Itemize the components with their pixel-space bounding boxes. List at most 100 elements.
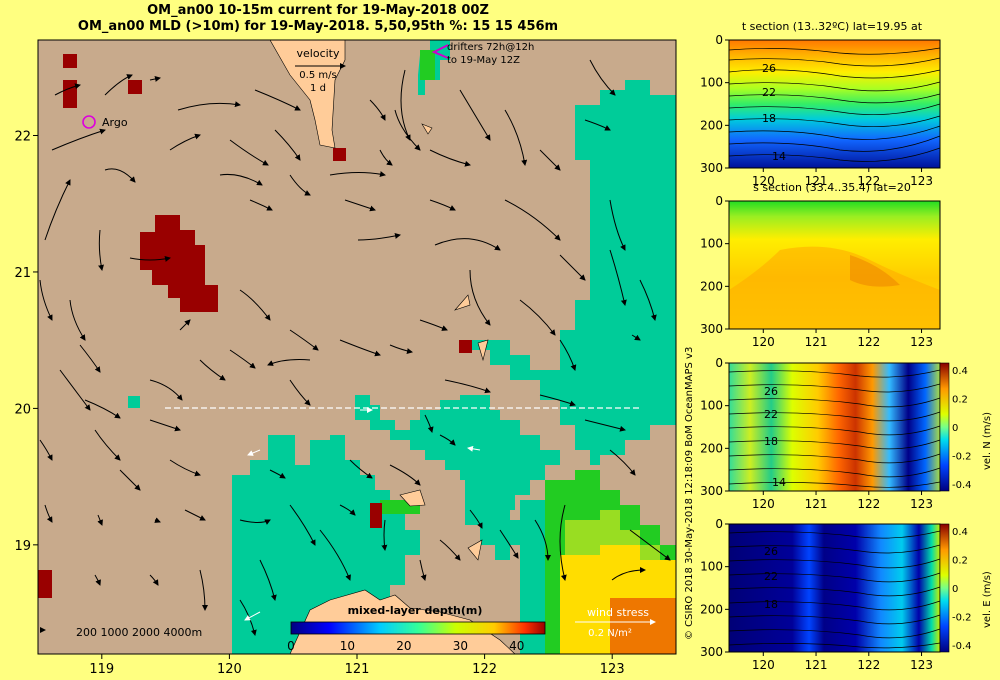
- panel-ytick-label: 0: [715, 33, 723, 47]
- depth-legend: 200 1000 2000 4000m: [76, 626, 202, 639]
- mld-deep-blobs: [38, 54, 472, 598]
- current-vectors: [39, 59, 671, 636]
- main-xtick-label: 123: [600, 662, 625, 677]
- mld-colorbar-tick: 20: [396, 639, 411, 653]
- vel-e-colorbar-label: vel. E (m/s): [982, 571, 993, 628]
- panel-ytick-label: 200: [700, 279, 723, 293]
- panel-ytick-label: 300: [700, 322, 723, 336]
- velocity-colorbar-tick: -0.2: [952, 612, 972, 623]
- panel-xtick-label: 122: [857, 658, 880, 672]
- mld-warm-regions: [380, 50, 676, 654]
- e-contour-26: 26: [764, 545, 778, 558]
- wind-stress-scale: 0.2 N/m²: [588, 628, 632, 639]
- panel-xtick-label: 121: [805, 658, 828, 672]
- main-map-axes: 119 120 121 122 123 19 20 21 22: [14, 130, 624, 677]
- main-ytick-label: 21: [14, 266, 31, 281]
- panel-ytick-label: 200: [700, 118, 723, 132]
- s-section-title: s section (33.4..35.4) lat=20: [753, 181, 911, 194]
- main-xtick-label: 120: [217, 662, 242, 677]
- t-contours: [728, 47, 941, 162]
- panel-xtick-label: 123: [910, 658, 933, 672]
- main-xtick-label: 121: [345, 662, 370, 677]
- mld-colorbar-tick: 10: [340, 639, 355, 653]
- wind-stress-title: wind stress: [587, 606, 649, 619]
- header-line1: OM_an00 10-15m current for 19-May-2018 0…: [147, 3, 489, 18]
- drifters-label-1: drifters 72h@12h: [447, 42, 534, 53]
- n-contour-18: 18: [764, 435, 778, 448]
- velocity-colorbar-tick: 0.2: [952, 395, 968, 406]
- t-contour-26: 26: [762, 62, 776, 75]
- velocity-colorbar-tick: 0: [952, 584, 958, 595]
- header-line2: OM_an00 MLD (>10m) for 19-May-2018. 5,50…: [78, 19, 558, 34]
- velocity-time-label: 1 d: [310, 83, 326, 94]
- vel-e-colorbar: [939, 523, 950, 653]
- n-contour-22: 22: [764, 408, 778, 421]
- velocity-colorbar-tick: -0.4: [952, 641, 972, 652]
- panel-ytick-label: 100: [700, 399, 723, 413]
- panel-ytick-label: 100: [700, 560, 723, 574]
- white-vectors: [244, 407, 481, 621]
- panel-xtick-label: 120: [752, 658, 775, 672]
- panel-xtick-label: 120: [752, 497, 775, 511]
- t-contour-22: 22: [762, 86, 776, 99]
- n-contour-26: 26: [764, 385, 778, 398]
- panel-ytick-label: 0: [715, 194, 723, 208]
- e-contour-22: 22: [764, 570, 778, 583]
- panel-xtick-label: 123: [910, 174, 933, 188]
- panel-ytick-label: 100: [700, 76, 723, 90]
- t-section-panel: t section (13..32ºC) lat=19.95 at 26 22 …: [700, 20, 941, 188]
- t-contour-18: 18: [762, 112, 776, 125]
- velocity-colorbar-tick: 0.4: [952, 527, 968, 538]
- drifter-marker: [431, 44, 449, 59]
- main-ytick-label: 19: [14, 539, 31, 554]
- panel-xtick-label: 122: [857, 174, 880, 188]
- panel-ytick-label: 0: [715, 517, 723, 531]
- panel-xtick-label: 120: [752, 335, 775, 349]
- panel-xtick-label: 123: [910, 335, 933, 349]
- panel-ytick-label: 200: [700, 441, 723, 455]
- panel-xtick-label: 120: [752, 174, 775, 188]
- n-contour-14: 14: [772, 476, 786, 489]
- mld-colorbar: [290, 621, 546, 635]
- vel-n-colorbar-label: vel. N (m/s): [982, 412, 993, 470]
- mld-colorbar-label: mixed-layer depth(m): [348, 604, 483, 617]
- credit-text: © CSIRO 2018 30-May-2018 12:18:09 BoM Oc…: [684, 347, 695, 640]
- argo-label: Argo: [102, 116, 128, 129]
- vel-n-colorbar: [939, 362, 950, 492]
- velocity-colorbar-tick: -0.2: [952, 451, 972, 462]
- panel-xtick-label: 122: [857, 335, 880, 349]
- velocity-colorbar-tick: 0.2: [952, 556, 968, 567]
- panel-ytick-label: 300: [700, 484, 723, 498]
- mld-colorbar-tick: 30: [453, 639, 468, 653]
- panel-ytick-label: 300: [700, 161, 723, 175]
- panel-xtick-label: 121: [805, 174, 828, 188]
- vel-e-panel: 26 22 18 120 121 122 123 0 100 200 300 0.4 0.2 0 -…: [700, 517, 993, 672]
- velocity-scale-label: 0.5 m/s: [299, 70, 336, 81]
- mld-colorbar-tick: 40: [509, 639, 524, 653]
- s-section-panel: s section (33.4..35.4) lat=20 120 121 122 1…: [700, 181, 941, 349]
- panel-ytick-label: 200: [700, 602, 723, 616]
- velocity-colorbar-tick: -0.4: [952, 480, 972, 491]
- panel-xtick-label: 122: [857, 497, 880, 511]
- panel-ytick-label: 300: [700, 645, 723, 659]
- main-map: velocity 0.5 m/s 1 d drifters 72h@12h to…: [38, 40, 676, 654]
- main-ytick-label: 20: [14, 402, 31, 417]
- main-xtick-label: 122: [472, 662, 497, 677]
- velocity-colorbar-tick: 0.4: [952, 366, 968, 377]
- panel-xtick-label: 123: [910, 497, 933, 511]
- e-contour-18: 18: [764, 598, 778, 611]
- mld-teal-regions: [128, 40, 676, 654]
- velocity-title: velocity: [297, 47, 340, 60]
- mld-colorbar-ticks: 0 10 20 30 40: [287, 639, 524, 653]
- velocity-colorbar-tick: 0: [952, 423, 958, 434]
- drifters-label-2: to 19-May 12Z: [447, 55, 520, 66]
- panel-xtick-label: 121: [805, 335, 828, 349]
- panel-ytick-label: 0: [715, 356, 723, 370]
- main-xtick-label: 119: [89, 662, 114, 677]
- panel-xtick-label: 121: [805, 497, 828, 511]
- vel-n-panel: 26 22 18 14 120 121 122 123 0 100 200 300 0.4 0.…: [700, 356, 993, 511]
- argo-marker: [82, 115, 96, 129]
- main-ytick-label: 22: [14, 130, 31, 145]
- panel-ytick-label: 100: [700, 237, 723, 251]
